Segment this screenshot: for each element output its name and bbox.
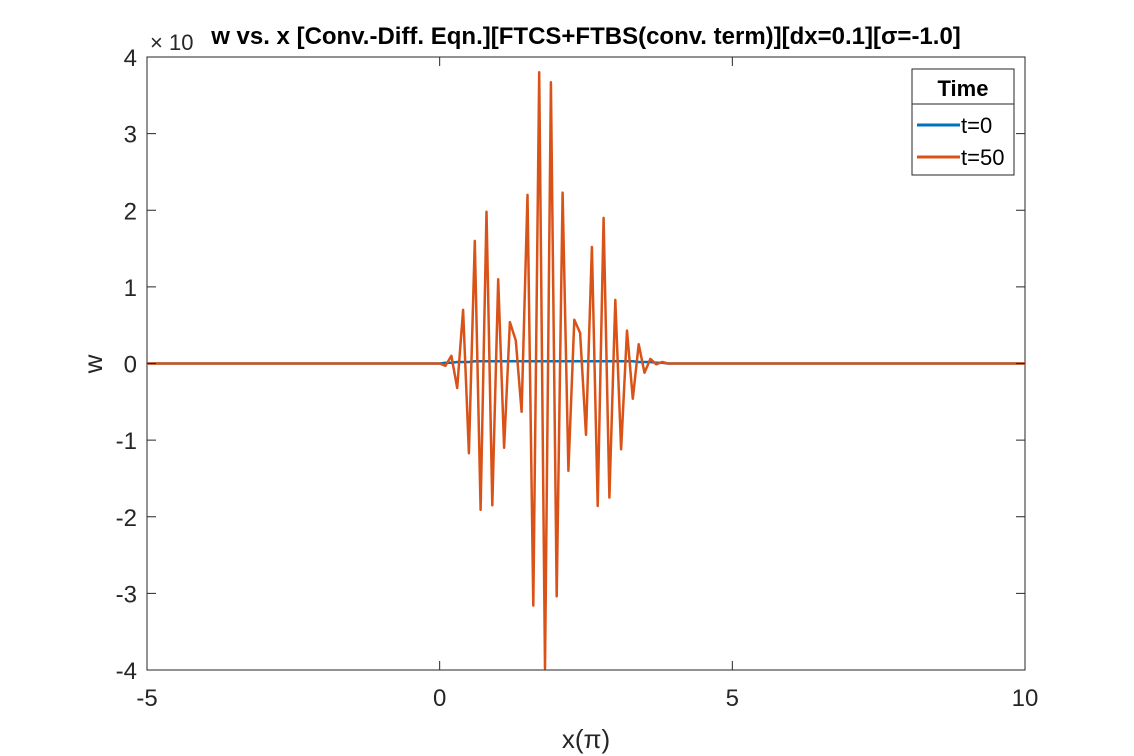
series-line-t0 — [147, 359, 1025, 365]
y-tick-label: 2 — [124, 198, 137, 225]
y-tick-label: -3 — [116, 581, 137, 608]
y-axis-label: w — [78, 354, 108, 374]
legend-label-t50: t=50 — [961, 145, 1004, 170]
y-tick-label: -4 — [116, 658, 137, 685]
x-tick-label: 0 — [433, 685, 446, 712]
legend-label-t0: t=0 — [961, 113, 992, 138]
legend-title: Time — [938, 76, 989, 101]
y-tick-label: 1 — [124, 275, 137, 302]
y-tick-label: -1 — [116, 428, 137, 455]
x-axis-label: x(π) — [562, 724, 610, 754]
tick-layer: -5 0 5 10 -4 -3 -2 -1 0 1 2 3 4 — [116, 45, 1039, 712]
chart-title: w vs. x [Conv.-Diff. Eqn.][FTCS+FTBS(con… — [210, 23, 961, 50]
y-tick-label: 0 — [124, 352, 137, 379]
series-layer — [147, 71, 1025, 670]
y-exponent-label: × 10 — [150, 30, 193, 55]
legend: Time t=0 t=50 — [911, 68, 1015, 176]
x-tick-label: -5 — [136, 685, 157, 712]
series-line-t50 — [147, 71, 1025, 670]
x-tick-label: 10 — [1012, 685, 1039, 712]
y-tick-label: 3 — [124, 122, 137, 149]
y-tick-label: 4 — [124, 45, 137, 72]
x-tick-label: 5 — [726, 685, 739, 712]
y-tick-label: -2 — [116, 505, 137, 532]
